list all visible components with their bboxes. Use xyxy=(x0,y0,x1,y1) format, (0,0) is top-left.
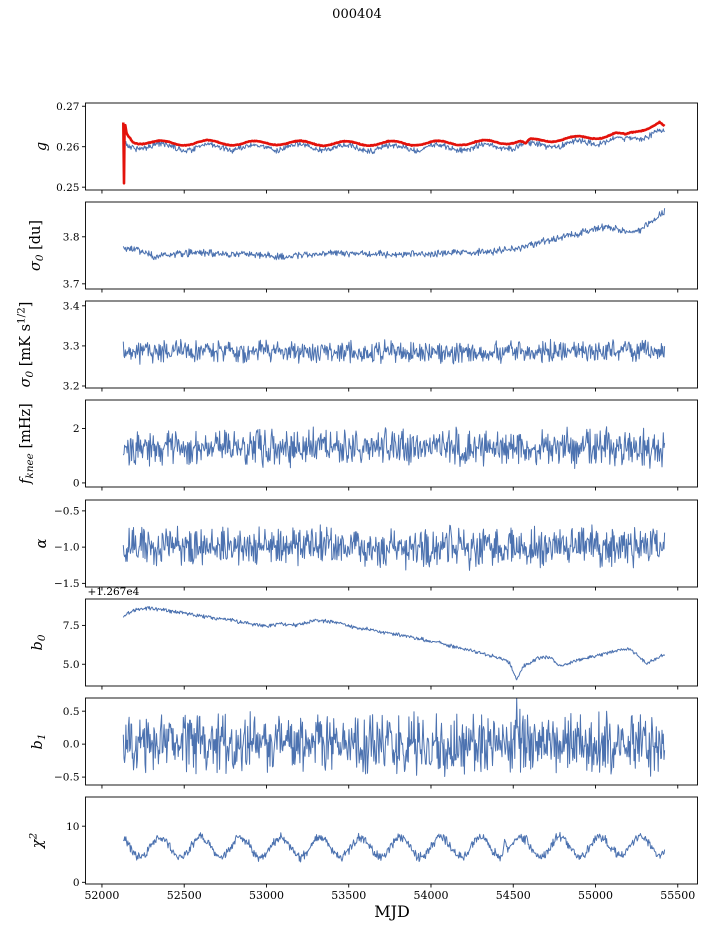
y-axis-label: b0 xyxy=(30,634,48,650)
y-axis-label: χ2 xyxy=(27,832,46,849)
x-axis-label: MJD xyxy=(374,902,410,921)
y-axis-label: σ0 [mK s1/2] xyxy=(15,302,35,388)
subplot-canvas-chi2: 0 10 52000 52500 53000 53500 54000 54500 55000 55… xyxy=(27,796,698,902)
axes-box xyxy=(85,697,698,786)
subplot-canvas-g: 0.25 0.26 0.27 g xyxy=(34,101,698,194)
y-axis-label: b1 xyxy=(30,733,48,749)
subplot-chi2: 0 10 52000 52500 53000 53500 54000 54500 55000 55… xyxy=(0,796,714,902)
subplot-canvas-fknee: 0 2 fknee [mHz] xyxy=(18,399,698,491)
subplot-canvas-sigma0-mks: 3.2 3.3 3.4 σ0 [mK s1/2] xyxy=(15,300,698,393)
axes-box xyxy=(85,300,698,389)
y-axis-label: g xyxy=(34,142,50,151)
subplot-b1: −0.5 0.0 0.5 b1 xyxy=(0,697,714,789)
x-tick-label: 54500 xyxy=(496,889,531,902)
y-tick-label: 3.2 xyxy=(63,381,80,393)
y-tick-label: 3.8 xyxy=(63,232,80,244)
y-axis-label: α xyxy=(34,538,50,548)
y-tick-label: −1.0 xyxy=(54,541,80,553)
x-tick-label: 53000 xyxy=(249,889,284,902)
y-axis-label: σ0 [du] xyxy=(28,220,46,271)
x-tick-label: 53500 xyxy=(331,889,366,902)
y-tick-label: 5.0 xyxy=(63,659,80,671)
x-tick-label: 54000 xyxy=(413,889,448,902)
series-alpha xyxy=(122,523,666,571)
y-tick-label: 0.25 xyxy=(56,182,79,194)
axes-box xyxy=(85,499,698,587)
subplot-g: 0.25 0.26 0.27 g xyxy=(0,101,714,194)
subplot-canvas-alpha: −1.5 −1.0 −0.5 α xyxy=(34,499,698,591)
y-tick-label: 0.27 xyxy=(56,101,79,113)
axes-box xyxy=(85,399,698,488)
subplot-sigma0-mks: 3.2 3.3 3.4 σ0 [mK s1/2] xyxy=(0,300,714,393)
axis-offset-text: +1.267e4 xyxy=(88,586,140,598)
subplot-canvas-b0: 5.0 7.5 b0 +1.267e4 xyxy=(30,586,698,690)
y-axis-label: fknee [mHz] xyxy=(18,404,36,486)
axes-box xyxy=(85,598,698,687)
figure-title: 000404 xyxy=(332,7,382,22)
series-b0 xyxy=(122,605,666,680)
series-gain-smoothed xyxy=(122,120,666,185)
x-tick-label: 55500 xyxy=(660,889,695,902)
y-tick-label: −0.5 xyxy=(54,505,80,517)
series-fknee xyxy=(122,426,666,470)
x-tick-label: 55000 xyxy=(578,889,613,902)
y-tick-label: 0 xyxy=(73,478,80,490)
subplot-fknee: 0 2 fknee [mHz] xyxy=(0,399,714,491)
y-tick-label: 2 xyxy=(73,424,80,436)
subplot-canvas-b1: −0.5 0.0 0.5 b1 xyxy=(30,697,698,789)
series-sigma0-du xyxy=(122,208,666,261)
series-chi2 xyxy=(122,831,666,863)
y-tick-label: 3.3 xyxy=(63,341,80,353)
subplot-b0: 5.0 7.5 b0 +1.267e4 xyxy=(0,586,714,690)
y-tick-label: 0.0 xyxy=(63,739,80,751)
axes-box xyxy=(85,201,698,290)
subplot-canvas-sigma0-du: 3.7 3.8 σ0 [du] xyxy=(28,201,698,293)
y-tick-label: 7.5 xyxy=(63,620,80,632)
axes-box xyxy=(85,102,698,191)
y-tick-label: 0 xyxy=(73,877,80,889)
subplot-sigma0-du: 3.7 3.8 σ0 [du] xyxy=(0,201,714,293)
subplot-alpha: −1.5 −1.0 −0.5 α xyxy=(0,499,714,591)
axes-box xyxy=(85,796,698,885)
y-tick-label: 0.5 xyxy=(63,706,80,718)
y-tick-label: 0.26 xyxy=(56,141,80,153)
y-tick-label: 3.4 xyxy=(63,301,80,313)
series-sigma0-mks xyxy=(122,339,666,366)
y-tick-label: 10 xyxy=(66,821,79,833)
series-gain-daily xyxy=(122,128,665,155)
y-tick-label: −1.5 xyxy=(54,578,80,590)
y-tick-label: −0.5 xyxy=(54,772,80,784)
y-tick-label: 3.7 xyxy=(63,279,80,291)
x-tick-label: 52500 xyxy=(167,889,202,902)
x-tick-label: 52000 xyxy=(84,889,119,902)
series-b1 xyxy=(122,697,666,777)
